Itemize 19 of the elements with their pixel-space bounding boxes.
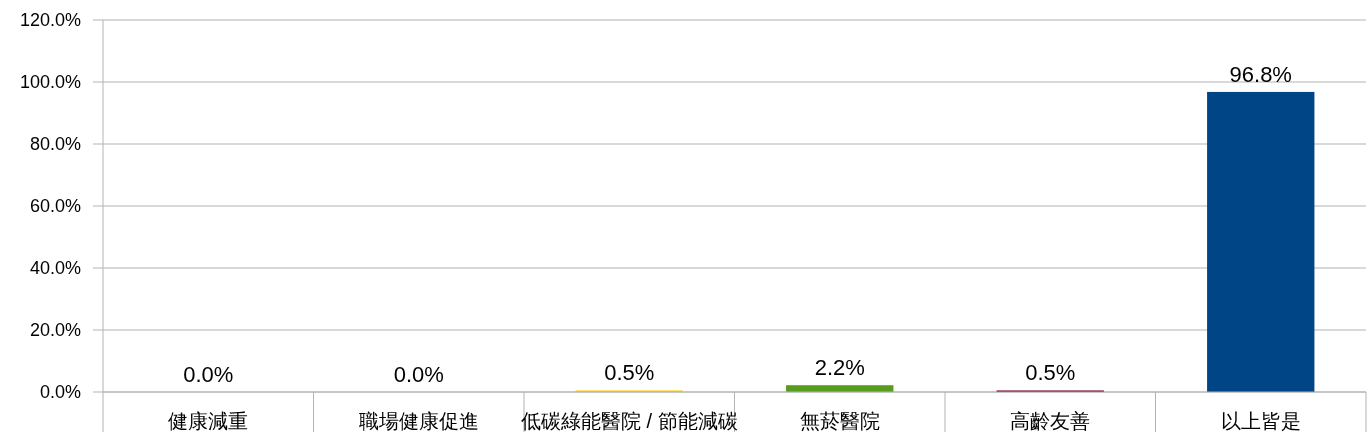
x-tick-label: 職場健康促進 [358, 410, 479, 432]
data-label: 0.0% [183, 362, 234, 387]
data-label: 2.2% [814, 355, 865, 381]
y-tick-label: 120.0% [19, 10, 81, 30]
y-tick-label: 80.0% [29, 134, 81, 154]
y-tick-label: 0.0% [39, 382, 81, 402]
data-label: 0.5% [604, 360, 655, 386]
x-tick-label: 無菸醫院 [799, 410, 880, 432]
data-label: 96.8% [1229, 61, 1292, 87]
data-label: 0.5% [1025, 360, 1076, 386]
x-tick-label: 低碳綠能醫院 / 節能減碳 [520, 410, 738, 432]
y-tick-label: 20.0% [29, 320, 81, 340]
x-tick-label: 高齡友善 [1010, 410, 1091, 432]
x-tick-label: 健康減重 [168, 410, 249, 432]
y-tick-label: 100.0% [19, 72, 81, 92]
data-label: 0.0% [393, 362, 444, 387]
x-tick-label: 以上皆是 [1220, 410, 1301, 432]
y-tick-label: 60.0% [29, 196, 81, 216]
y-tick-label: 40.0% [29, 258, 81, 278]
